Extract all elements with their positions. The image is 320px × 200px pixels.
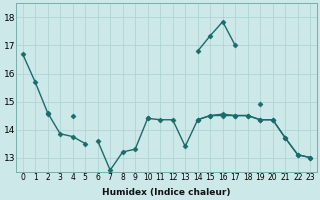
X-axis label: Humidex (Indice chaleur): Humidex (Indice chaleur) [102,188,231,197]
